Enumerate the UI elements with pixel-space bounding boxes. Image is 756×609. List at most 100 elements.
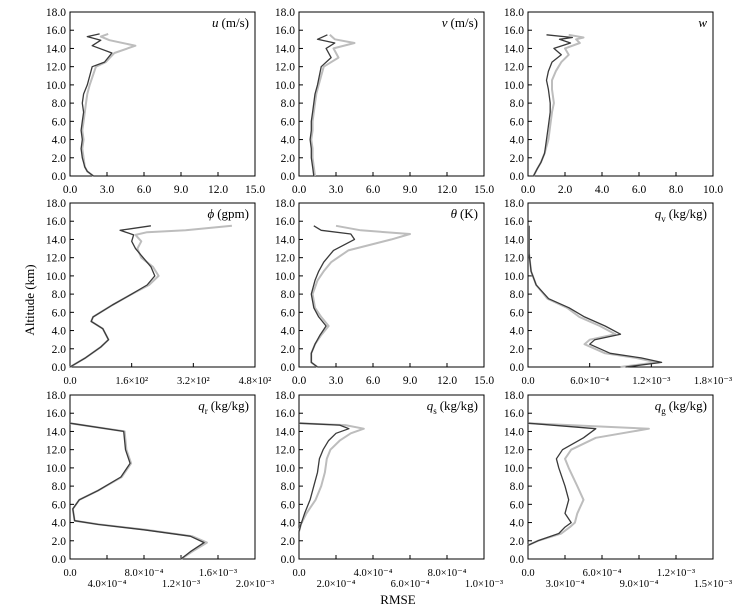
- y-tick-label: 10.0: [504, 80, 524, 92]
- series-line-light: [310, 224, 411, 368]
- y-tick-label: 6.0: [52, 116, 67, 128]
- plot-frame: [69, 202, 256, 368]
- y-tick-label: 14.0: [275, 43, 295, 55]
- x-tick-label: 2.0: [558, 184, 573, 196]
- series-line-light: [527, 422, 650, 547]
- y-tick-label: 4.0: [510, 135, 525, 147]
- panel-variable-subscript: r: [205, 406, 208, 416]
- x-tick-label: 0.0: [292, 375, 307, 387]
- series-line-dark: [69, 225, 156, 368]
- panel-variable-subscript: v: [661, 214, 666, 224]
- y-tick-label: 4.0: [510, 518, 525, 530]
- panel-variable: q: [198, 398, 205, 413]
- y-tick-label: 4.0: [281, 518, 296, 530]
- series-line-light: [532, 33, 585, 177]
- x-tick-label: 0.0: [521, 376, 534, 387]
- x-tick-label: 8.0×10⁻⁴: [125, 568, 164, 579]
- y-tick-label: 16.0: [46, 216, 66, 228]
- y-tick-label: 2.0: [281, 344, 296, 356]
- y-tick-label: 8.0: [52, 289, 67, 301]
- panel-theta: 0.0 2.0 4.0 6.0 8.0 10.0 12.0 14.0 16.0 18.0 0.0 3.…: [275, 198, 494, 387]
- y-tick-label: 16.0: [46, 408, 66, 420]
- y-tick-label: 10.0: [275, 271, 295, 283]
- x-tick-label: 6.0: [632, 184, 647, 196]
- y-tick-label: 12.0: [504, 253, 524, 265]
- x-tick-label: 6.0: [137, 184, 152, 196]
- plot-frame: [527, 11, 714, 177]
- x-tick-label: 1.2×10⁻³: [162, 579, 200, 590]
- y-tick-label: 14.0: [275, 234, 295, 246]
- y-tick-label: 18.0: [275, 7, 295, 19]
- y-tick-label: 6.0: [281, 307, 296, 319]
- series-line-light: [69, 224, 232, 368]
- y-tick-label: 14.0: [46, 43, 66, 55]
- y-tick-label: 16.0: [275, 408, 295, 420]
- panel-qs: 0.0 2.0 4.0 6.0 8.0 10.0 12.0 14.0 16.0 18.0 0.0 2.…: [275, 390, 503, 590]
- y-tick-label: 18.0: [504, 7, 524, 19]
- panel-qv: 0.0 2.0 4.0 6.0 8.0 10.0 12.0 14.0 16.0 18.0 0.0 6.…: [504, 198, 732, 387]
- y-tick-label: 6.0: [281, 116, 296, 128]
- panel-variable: q: [427, 398, 434, 413]
- y-tick-label: 10.0: [46, 271, 66, 283]
- panel-variable: ϕ: [207, 206, 214, 221]
- y-tick-label: 2.0: [52, 153, 67, 165]
- plot-frame: [527, 394, 714, 560]
- panel-variable-subscript: s: [433, 406, 437, 416]
- x-tick-label: 3.0×10⁻⁴: [546, 579, 585, 590]
- y-tick-label: 6.0: [510, 116, 525, 128]
- series-line-dark: [528, 225, 663, 368]
- y-tick-label: 12.0: [504, 445, 524, 457]
- y-tick-label: 14.0: [504, 234, 524, 246]
- y-tick-label: 18.0: [275, 198, 295, 210]
- x-tick-label: 0.0: [292, 568, 305, 579]
- x-tick-label: 2.0×10⁻⁴: [317, 579, 356, 590]
- x-tick-label: 9.0: [403, 375, 418, 387]
- y-tick-label: 14.0: [504, 43, 524, 55]
- y-tick-label: 6.0: [510, 499, 525, 511]
- y-tick-label: 0.0: [510, 554, 525, 566]
- panel-variable: v: [442, 15, 448, 30]
- x-tick-label: 9.0: [403, 184, 418, 196]
- x-tick-label: 15.0: [245, 184, 265, 196]
- plot-frame: [298, 11, 485, 177]
- y-tick-label: 0.0: [281, 362, 296, 374]
- panel-u: 0.0 2.0 4.0 6.0 8.0 10.0 12.0 14.0 16.0 18.0 0.0 3.…: [46, 7, 265, 196]
- y-tick-label: 8.0: [510, 481, 525, 493]
- y-tick-label: 0.0: [281, 554, 296, 566]
- y-tick-label: 4.0: [52, 518, 67, 530]
- series-line-light: [69, 422, 208, 560]
- y-tick-label: 18.0: [46, 390, 66, 402]
- panel-title: θ (K): [451, 206, 478, 221]
- y-tick-label: 10.0: [275, 80, 295, 92]
- series-line-dark: [298, 422, 350, 532]
- y-tick-label: 10.0: [504, 463, 524, 475]
- y-tick-label: 2.0: [510, 536, 525, 548]
- x-tick-label: 15.0: [474, 184, 494, 196]
- y-tick-label: 12.0: [46, 62, 66, 74]
- y-tick-label: 6.0: [510, 307, 525, 319]
- panel-variable: u: [212, 15, 219, 30]
- y-tick-label: 2.0: [281, 536, 296, 548]
- y-tick-label: 2.0: [52, 536, 67, 548]
- series-line-dark: [532, 34, 574, 177]
- y-tick-label: 12.0: [275, 62, 295, 74]
- x-tick-label: 3.0: [100, 184, 115, 196]
- y-tick-label: 4.0: [510, 326, 525, 338]
- x-tick-label: 1.6×10²: [115, 376, 148, 387]
- y-tick-label: 18.0: [504, 390, 524, 402]
- y-tick-label: 2.0: [510, 344, 525, 356]
- x-tick-label: 9.0: [174, 184, 189, 196]
- x-tick-label: 1.5×10⁻³: [694, 579, 732, 590]
- panel-variable-subscript: g: [661, 406, 666, 416]
- x-tick-label: 12.0: [437, 375, 457, 387]
- y-tick-label: 16.0: [504, 25, 524, 37]
- panel-title: qv (kg/kg): [655, 206, 707, 224]
- x-tick-label: 1.8×10⁻³: [694, 376, 732, 387]
- y-tick-label: 10.0: [504, 271, 524, 283]
- panel-unit: (kg/kg): [440, 398, 478, 413]
- x-tick-label: 6.0: [366, 375, 381, 387]
- y-tick-label: 16.0: [504, 216, 524, 228]
- x-tick-label: 4.0×10⁻⁴: [88, 579, 127, 590]
- x-tick-label: 1.2×10⁻³: [632, 376, 670, 387]
